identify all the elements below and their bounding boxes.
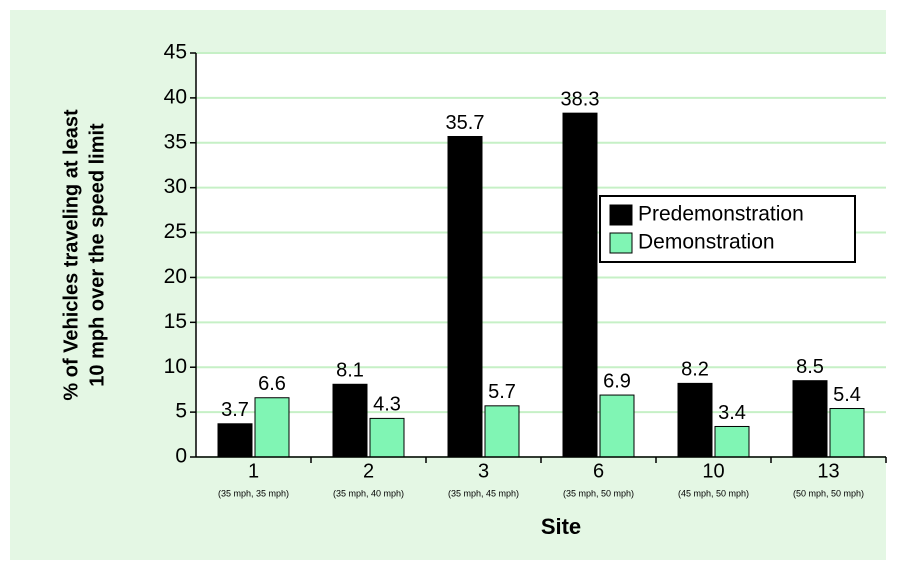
- bar: [562, 112, 598, 458]
- x-tick-note: (50 mph, 50 mph): [793, 488, 864, 498]
- bar: [829, 408, 865, 458]
- value-label: 8.1: [336, 360, 364, 382]
- y-tick-label: 30: [164, 175, 187, 198]
- y-tick-label: 5: [175, 400, 187, 423]
- y-tick-label: 35: [164, 130, 187, 153]
- y-tick-label: 45: [164, 41, 187, 64]
- value-label: 8.2: [681, 359, 709, 381]
- value-label: 5.7: [488, 381, 516, 403]
- x-tick-note: (35 mph, 40 mph): [333, 488, 404, 498]
- legend-label: Predemonstration: [638, 203, 804, 226]
- value-label: 35.7: [446, 112, 485, 134]
- legend-box: [599, 195, 856, 263]
- x-tick-label: 6: [593, 460, 604, 482]
- value-label: 3.4: [718, 402, 746, 424]
- x-tick-note: (35 mph, 50 mph): [563, 488, 634, 498]
- y-tick-label: 10: [164, 355, 187, 378]
- bar: [254, 397, 290, 458]
- bar: [447, 135, 483, 458]
- bar: [714, 425, 750, 458]
- legend-swatch: [609, 204, 633, 226]
- y-axis-title-line: % of Vehicles traveling at least: [60, 109, 82, 401]
- x-tick-label: 10: [702, 460, 724, 482]
- value-label: 8.5: [796, 356, 824, 378]
- legend: Predemonstration Demonstration: [599, 195, 856, 263]
- bar: [792, 380, 828, 458]
- bar: [332, 383, 368, 458]
- x-tick-label: 3: [478, 460, 489, 482]
- bar: [484, 405, 520, 458]
- x-axis-title: Site: [541, 514, 581, 539]
- x-tick-label: 2: [363, 460, 374, 482]
- y-tick-label: 0: [175, 445, 187, 468]
- x-tick-note: (45 mph, 50 mph): [678, 488, 749, 498]
- value-label: 4.3: [373, 394, 401, 416]
- y-tick-label: 25: [164, 220, 187, 243]
- x-tick-note: (35 mph, 45 mph): [448, 488, 519, 498]
- bar: [217, 423, 253, 458]
- bar: [677, 382, 713, 458]
- legend-label: Demonstration: [638, 231, 775, 254]
- x-tick-label: 13: [817, 460, 839, 482]
- bar: [599, 394, 635, 458]
- value-label: 3.7: [221, 399, 249, 421]
- bar: [369, 417, 405, 458]
- y-tick-label: 40: [164, 85, 187, 108]
- value-label: 6.9: [603, 370, 631, 392]
- legend-swatch: [609, 232, 633, 254]
- x-tick-label: 1: [248, 460, 259, 482]
- y-tick-label: 20: [164, 265, 187, 288]
- x-tick-note: (35 mph, 35 mph): [218, 488, 289, 498]
- value-label: 38.3: [561, 88, 600, 110]
- y-axis-title: % of Vehicles traveling at least 10 mph …: [60, 109, 108, 401]
- value-label: 5.4: [833, 384, 861, 406]
- y-axis-title-line: 10 mph over the speed limit: [86, 123, 108, 387]
- y-tick-label: 15: [164, 310, 187, 333]
- value-label: 6.6: [258, 373, 286, 395]
